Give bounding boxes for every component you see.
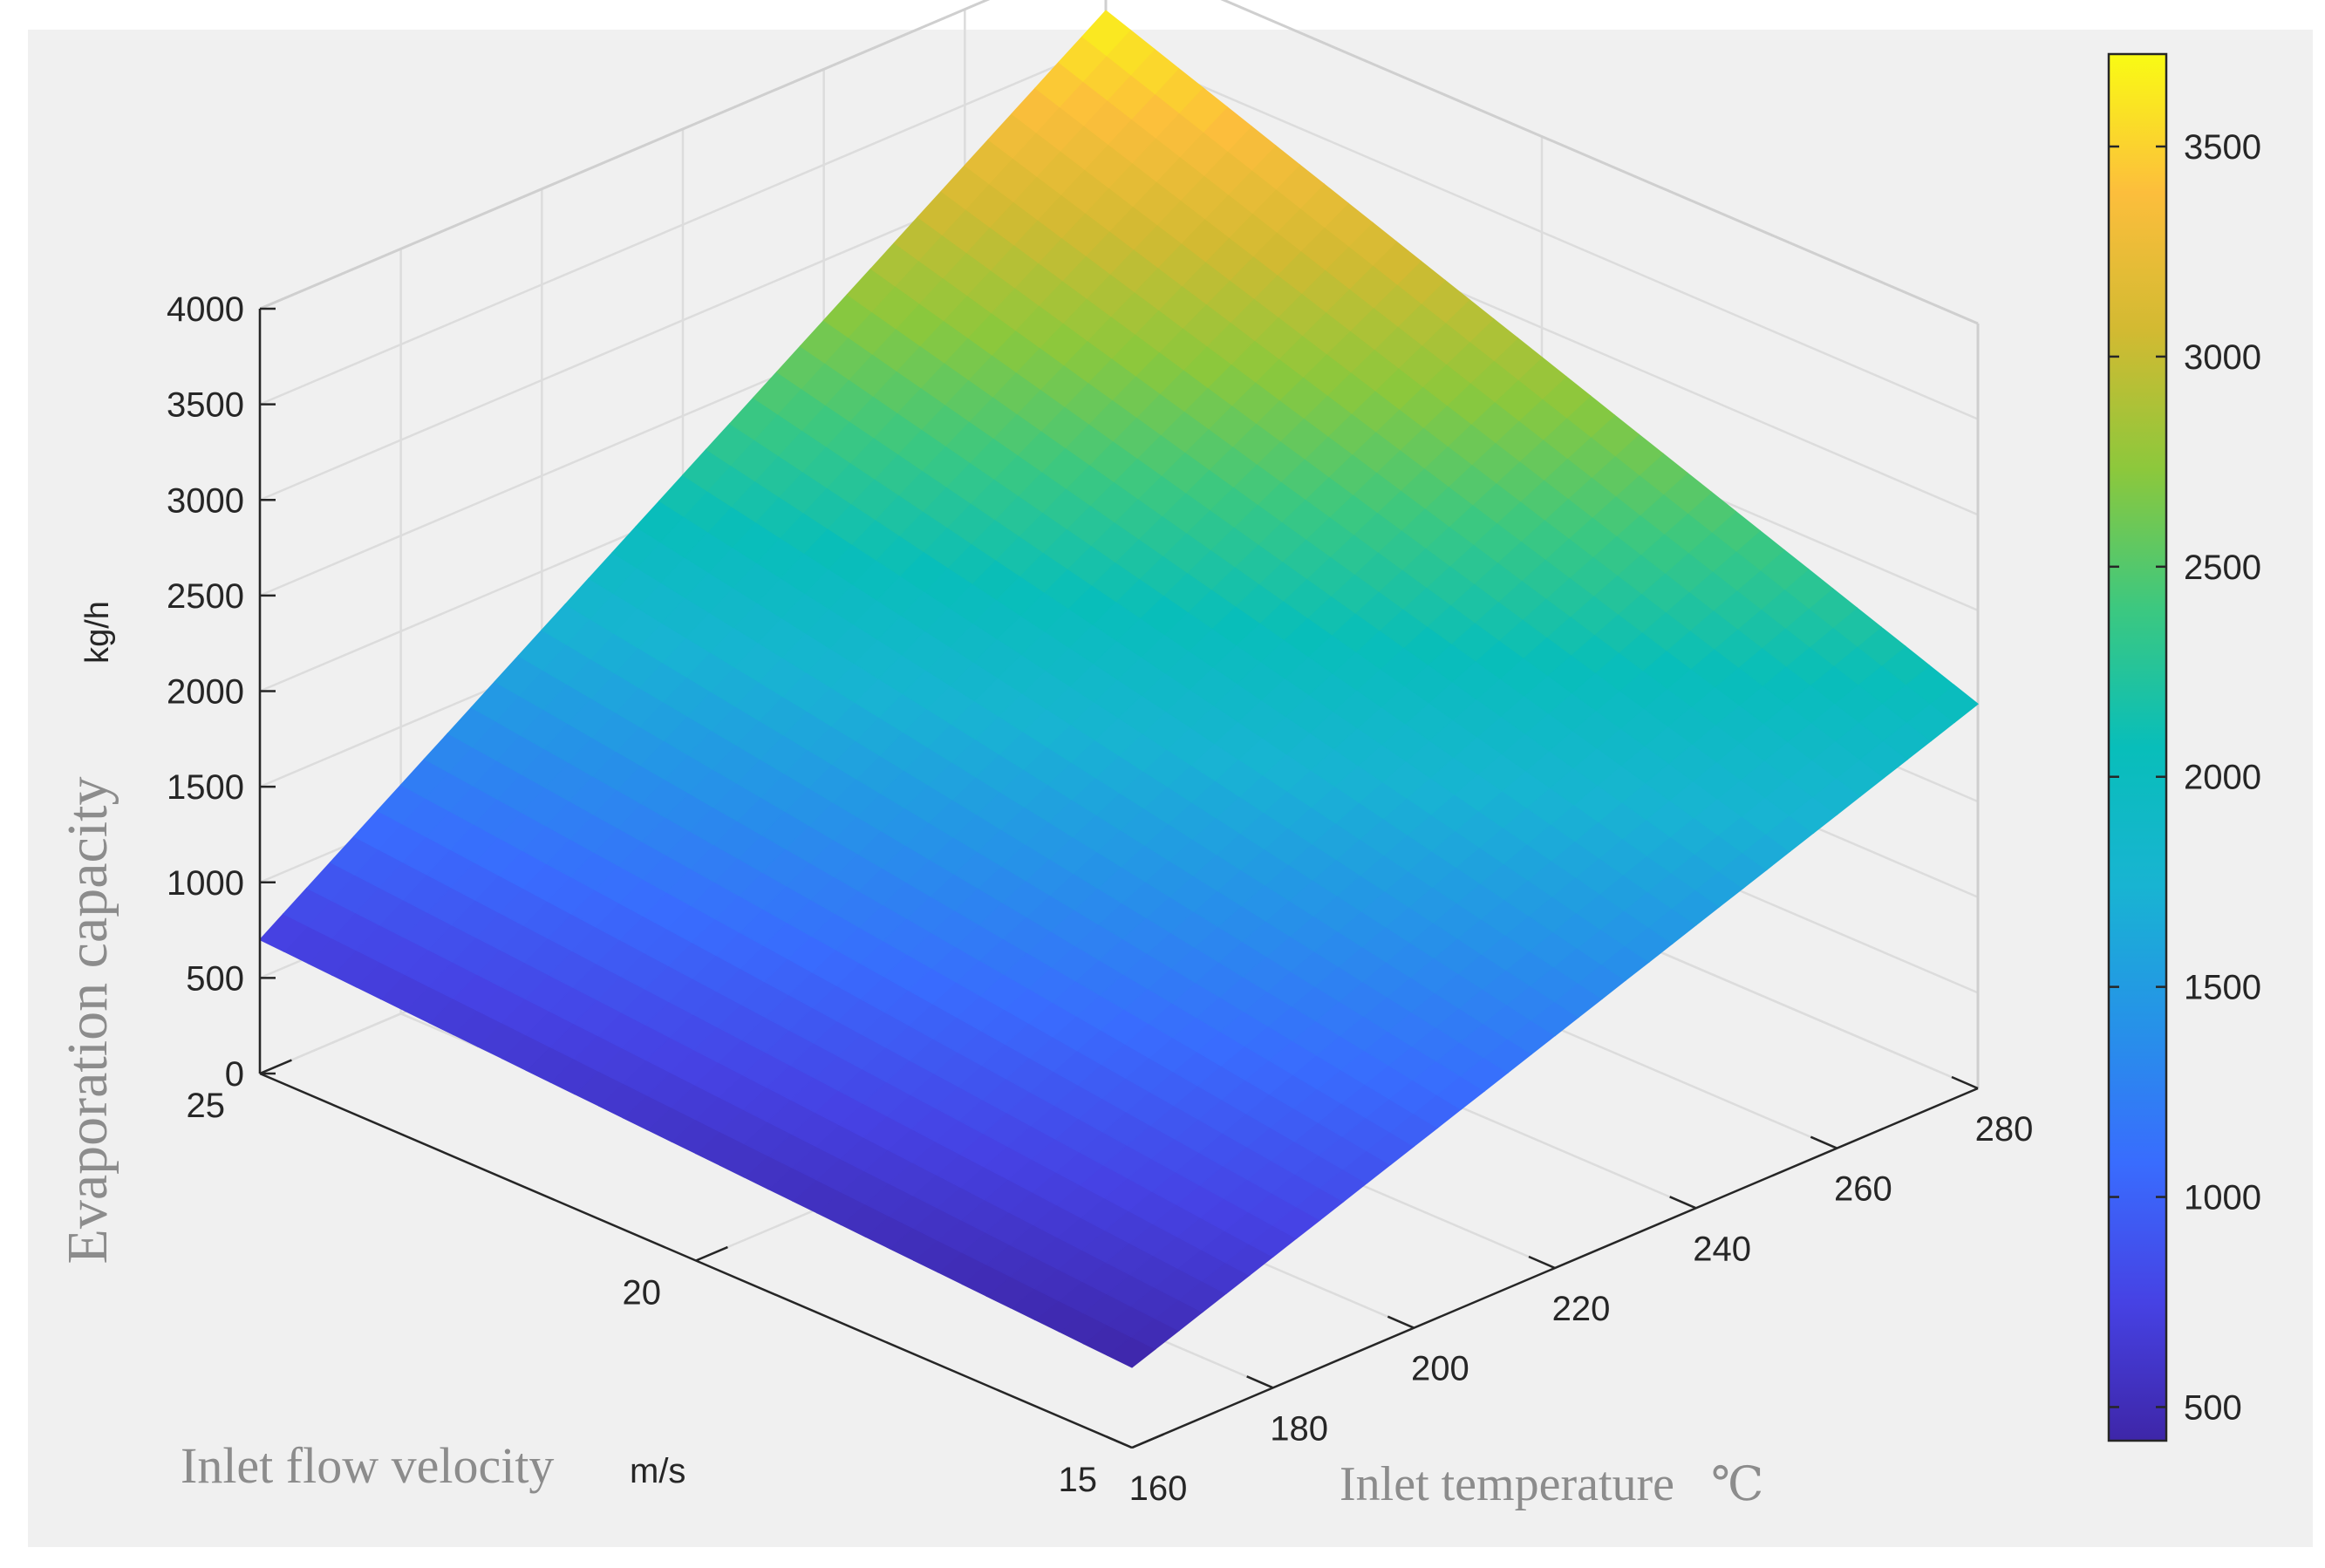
x-tick-label: 220 [1552,1290,1611,1328]
z-axis-label: Evaporation capacity [56,777,119,1265]
z-tick-label: 2500 [167,577,244,616]
colorbar-gradient [2107,52,2168,1442]
colorbar-tick-label: 2000 [2184,759,2261,797]
z-tick-label: 4000 [167,290,244,329]
y-tick-label: 15 [1059,1461,1098,1499]
z-tick-label: 2000 [167,673,244,712]
x-tick-mark [1105,1435,1133,1449]
x-tick-label: 180 [1270,1409,1328,1448]
colorbar-tick-label: 3500 [2184,128,2261,167]
side-grid-z-7 [1105,44,1979,420]
colorbar-tick-label: 1500 [2184,969,2261,1007]
colorbar: 500 1000 1500 2000 2500 3000 3500 [2107,52,2261,1442]
z-tick-label: 3000 [167,481,244,520]
colorbar-tick-label: 500 [2184,1388,2242,1427]
y-tick-label: 20 [623,1274,662,1312]
x-tick-mark [1669,1196,1697,1210]
surface-patch [1081,10,1131,57]
y-axis-unit: m/s [630,1452,685,1490]
z-tick-label: 0 [225,1055,244,1094]
colorbar-tick-label: 3000 [2184,338,2261,377]
x-tick-label: 280 [1975,1110,2034,1149]
back-top-edge [259,0,991,310]
z-axis-unit: kg/h [79,601,116,664]
side-top-edge [1220,0,1979,325]
x-tick-label: 260 [1834,1170,1892,1209]
z-tick-label: 500 [186,959,244,998]
z-tick-label: 1000 [167,864,244,903]
x-tick-mark [1528,1255,1556,1270]
y-tick-label: 25 [187,1087,226,1125]
back-grid-z-7 [259,44,1107,406]
x-tick-mark [1951,1075,1979,1090]
x-tick-label: 200 [1411,1350,1469,1388]
z-tick-label: 1500 [167,768,244,807]
x-tick-label: 240 [1693,1230,1751,1268]
surface-plot [259,10,1979,1368]
x-tick-mark [1387,1315,1415,1329]
y-tick-mark [259,1059,292,1075]
colorbar-tick-label: 2500 [2184,549,2261,587]
x-axis-unit: ℃ [1711,1458,1763,1510]
axes: 0 500 1000 1500 2000 2500 3000 3500 4000 15 20 25 16… [167,290,2033,1508]
y-axis-label: Inlet flow velocity [181,1437,554,1494]
y-tick-mark [695,1245,728,1262]
colorbar-tick-label: 1000 [2184,1179,2261,1217]
x-tick-mark [1810,1135,1838,1149]
x-tick-label: 160 [1129,1469,1188,1508]
z-tick-label: 3500 [167,386,244,425]
axis-labels: Evaporation capacity kg/h Inlet flow vel… [56,601,1763,1511]
x-tick-mark [1246,1375,1274,1389]
x-axis-label: Inlet temperature [1340,1457,1674,1511]
